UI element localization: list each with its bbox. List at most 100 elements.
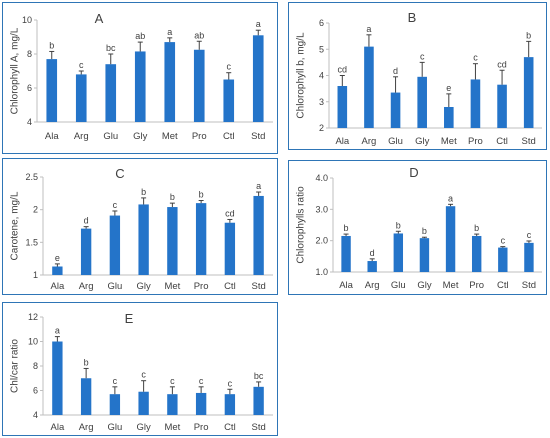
significance-label: bc	[106, 43, 116, 53]
bar	[167, 207, 178, 275]
bar	[193, 49, 205, 122]
significance-label: b	[84, 357, 89, 367]
x-tick-label: Glu	[107, 281, 122, 292]
y-tick-label: 8	[33, 361, 38, 371]
significance-label: b	[141, 187, 146, 197]
bar	[138, 204, 149, 275]
chart-title: B	[408, 10, 417, 25]
x-tick-label: Pro	[469, 280, 484, 291]
bar	[138, 391, 149, 415]
chart-title: D	[409, 165, 418, 180]
chart-panel-b: B Chlorophyll b, mg/L 2 3 4 5 6 cd Ala a Arg d Glu c G…	[288, 2, 547, 150]
bar	[445, 206, 456, 272]
x-tick-label: Pro	[194, 422, 209, 433]
x-tick-label: Std	[251, 422, 265, 433]
x-tick-label: Gly	[133, 131, 148, 142]
y-tick-label: 2.0	[315, 236, 328, 246]
x-tick-label: Gly	[137, 422, 152, 433]
chart-svg-e: E Chl/car ratio 4 6 8 10 12 a Ala b Arg c Glu c Gly c Me…	[10, 311, 273, 433]
x-tick-label: Ctl	[223, 131, 235, 142]
y-tick-label: 4.0	[315, 173, 328, 183]
y-tick-label: 1.0	[315, 267, 328, 277]
x-tick-label: Ala	[339, 280, 353, 291]
significance-label: a	[366, 24, 371, 34]
significance-label: b	[49, 40, 54, 50]
bar	[252, 35, 264, 122]
significance-label: cd	[225, 208, 235, 218]
y-tick-label: 2	[319, 123, 324, 133]
significance-label: c	[501, 236, 506, 246]
bar	[419, 238, 430, 272]
x-tick-label: Met	[441, 136, 457, 147]
significance-label: b	[344, 223, 349, 233]
significance-label: b	[396, 220, 401, 230]
bar	[393, 233, 404, 272]
x-tick-label: Glu	[103, 131, 118, 142]
bar	[444, 107, 454, 128]
bar	[417, 76, 427, 128]
x-tick-label: Ala	[45, 131, 59, 142]
bar	[164, 42, 176, 122]
bar	[80, 228, 92, 275]
x-tick-label: Std	[251, 131, 265, 142]
significance-label: b	[526, 30, 531, 40]
significance-label: a	[256, 19, 261, 29]
x-tick-label: Met	[164, 422, 180, 433]
x-tick-label: Met	[443, 280, 459, 291]
y-axis-title: Chlorophyll b, mg/L	[296, 32, 307, 119]
bar	[471, 235, 482, 272]
x-tick-label: Std	[522, 136, 536, 147]
x-tick-label: Ctl	[224, 281, 236, 292]
x-tick-label: Glu	[107, 422, 122, 433]
chart-panel-d: D Chlorophylls ratio 1.0 2.0 3.0 4.0 b Ala d Arg b…	[288, 160, 547, 295]
significance-label: b	[474, 223, 479, 233]
x-tick-label: Ctl	[497, 280, 509, 291]
chart-title: A	[95, 11, 104, 26]
y-axis-title: Chlorophyll A, mg/L	[10, 27, 21, 114]
bar	[497, 84, 507, 128]
bar	[367, 261, 377, 272]
significance-label: c	[527, 230, 532, 240]
y-tick-label: 12	[28, 312, 38, 322]
significance-label: b	[170, 192, 175, 202]
y-axis-title: Chlorophylls ratio	[296, 186, 307, 264]
significance-label: d	[84, 216, 89, 226]
y-axis-title: Chl/car ratio	[10, 339, 21, 393]
y-tick-label: 1.5	[25, 237, 38, 247]
y-tick-label: 3.0	[315, 204, 328, 214]
significance-label: c	[199, 376, 204, 386]
x-tick-label: Glu	[388, 136, 403, 147]
x-tick-label: Ala	[335, 136, 349, 147]
chart-panel-c: C Carotene, mg/L 1 1.5 2 2.5 e Ala d Arg c Glu b Gly b…	[2, 158, 278, 295]
y-tick-label: 4	[33, 410, 38, 420]
significance-label: a	[448, 193, 453, 203]
chart-title: E	[125, 311, 134, 326]
y-tick-label: 10	[22, 15, 32, 25]
significance-label: e	[55, 253, 60, 263]
bar	[224, 222, 236, 275]
bar	[364, 46, 374, 128]
bar	[337, 86, 348, 128]
significance-label: cd	[497, 59, 507, 69]
bar	[524, 242, 534, 272]
significance-label: d	[393, 66, 398, 76]
significance-label: c	[113, 376, 118, 386]
x-tick-label: Arg	[79, 281, 94, 292]
y-tick-label: 1	[33, 270, 38, 280]
significance-label: c	[473, 53, 478, 63]
x-tick-label: Glu	[391, 280, 406, 291]
y-tick-label: 4	[319, 71, 324, 81]
significance-label: ab	[135, 31, 145, 41]
x-tick-label: Ctl	[224, 422, 236, 433]
bar	[523, 57, 534, 128]
significance-label: e	[446, 83, 451, 93]
significance-label: cd	[338, 65, 348, 75]
chart-svg-b: B Chlorophyll b, mg/L 2 3 4 5 6 cd Ala a Arg d Glu c G…	[296, 10, 542, 147]
x-tick-label: Pro	[192, 131, 207, 142]
significance-label: c	[113, 200, 118, 210]
y-tick-label: 2	[33, 205, 38, 215]
bar	[341, 235, 351, 272]
bar	[224, 394, 236, 415]
significance-label: b	[199, 190, 204, 200]
bar	[195, 203, 207, 275]
